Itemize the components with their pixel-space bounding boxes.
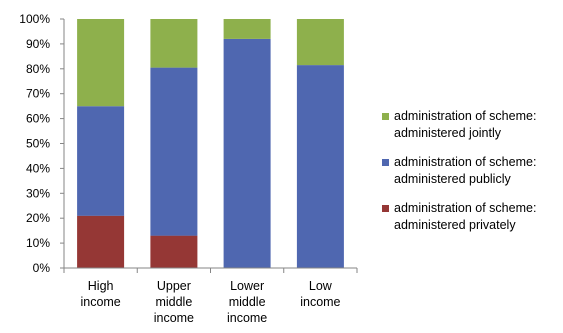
y-tick-label: 10% [26,236,50,250]
legend-swatch [382,205,389,212]
y-tick-label: 30% [26,186,50,200]
x-category-label-line: Lower [230,279,264,293]
x-category-label-line: income [300,295,340,309]
x-category-label: Lower middle income [227,279,267,325]
y-tick-label: 50% [26,137,50,151]
x-category-label-line: middle [229,295,266,309]
bar-segment-0-0 [77,215,125,268]
x-category-label-line: High [88,279,114,293]
x-category-label-line: Low [309,279,333,293]
y-tick-label: 70% [26,87,50,101]
y-tick-label: 60% [26,112,50,126]
bar-segment-1-0 [150,235,198,268]
x-category-label-line: income [227,311,267,325]
x-category-label: Upper middle income [154,279,194,325]
legend-label: administered jointly [394,126,501,140]
y-tick-label: 90% [26,37,50,51]
legend-label: administration of scheme: [394,201,537,215]
y-tick-label: 40% [26,161,50,175]
bars-layer [77,19,344,269]
axes-layer: 0% 10% 20% 30% 40% 50% 60% 70% 80% 90% 100% High inc… [19,12,358,325]
x-category-label: High income [80,279,120,309]
legend-label: administration of scheme: [394,155,537,169]
y-tick-label: 0% [33,261,51,275]
x-category-label: Low income [300,279,340,309]
legend-label: administration of scheme: [394,109,537,123]
legend-item: administration of scheme: administered jo… [382,108,562,142]
legend: administration of scheme: administered jo… [382,108,562,246]
legend-label: administered privately [394,218,516,232]
y-tick-label: 80% [26,62,50,76]
legend-item: administration of scheme: administered pr… [382,200,562,234]
bar-segment-3-1 [296,65,344,268]
x-category-label-line: Upper [157,279,191,293]
bar-segment-2-2 [223,19,271,39]
x-category-label-line: income [154,311,194,325]
y-tick-label: 100% [19,12,50,26]
bar-segment-2-1 [223,38,271,269]
legend-swatch [382,113,389,120]
x-category-label-line: middle [155,295,192,309]
bar-segment-1-2 [150,19,198,68]
legend-item: administration of scheme: administered pu… [382,154,562,188]
y-tick-label: 20% [26,211,50,225]
bar-segment-0-2 [77,19,125,107]
legend-label: administered publicly [394,172,511,186]
x-category-label-line: income [80,295,120,309]
stacked-bar-chart: 0% 10% 20% 30% 40% 50% 60% 70% 80% 90% 100% High inc… [19,12,358,325]
bar-segment-1-1 [150,67,198,236]
bar-segment-3-2 [296,19,344,66]
bar-segment-0-1 [77,106,125,216]
legend-swatch [382,159,389,166]
